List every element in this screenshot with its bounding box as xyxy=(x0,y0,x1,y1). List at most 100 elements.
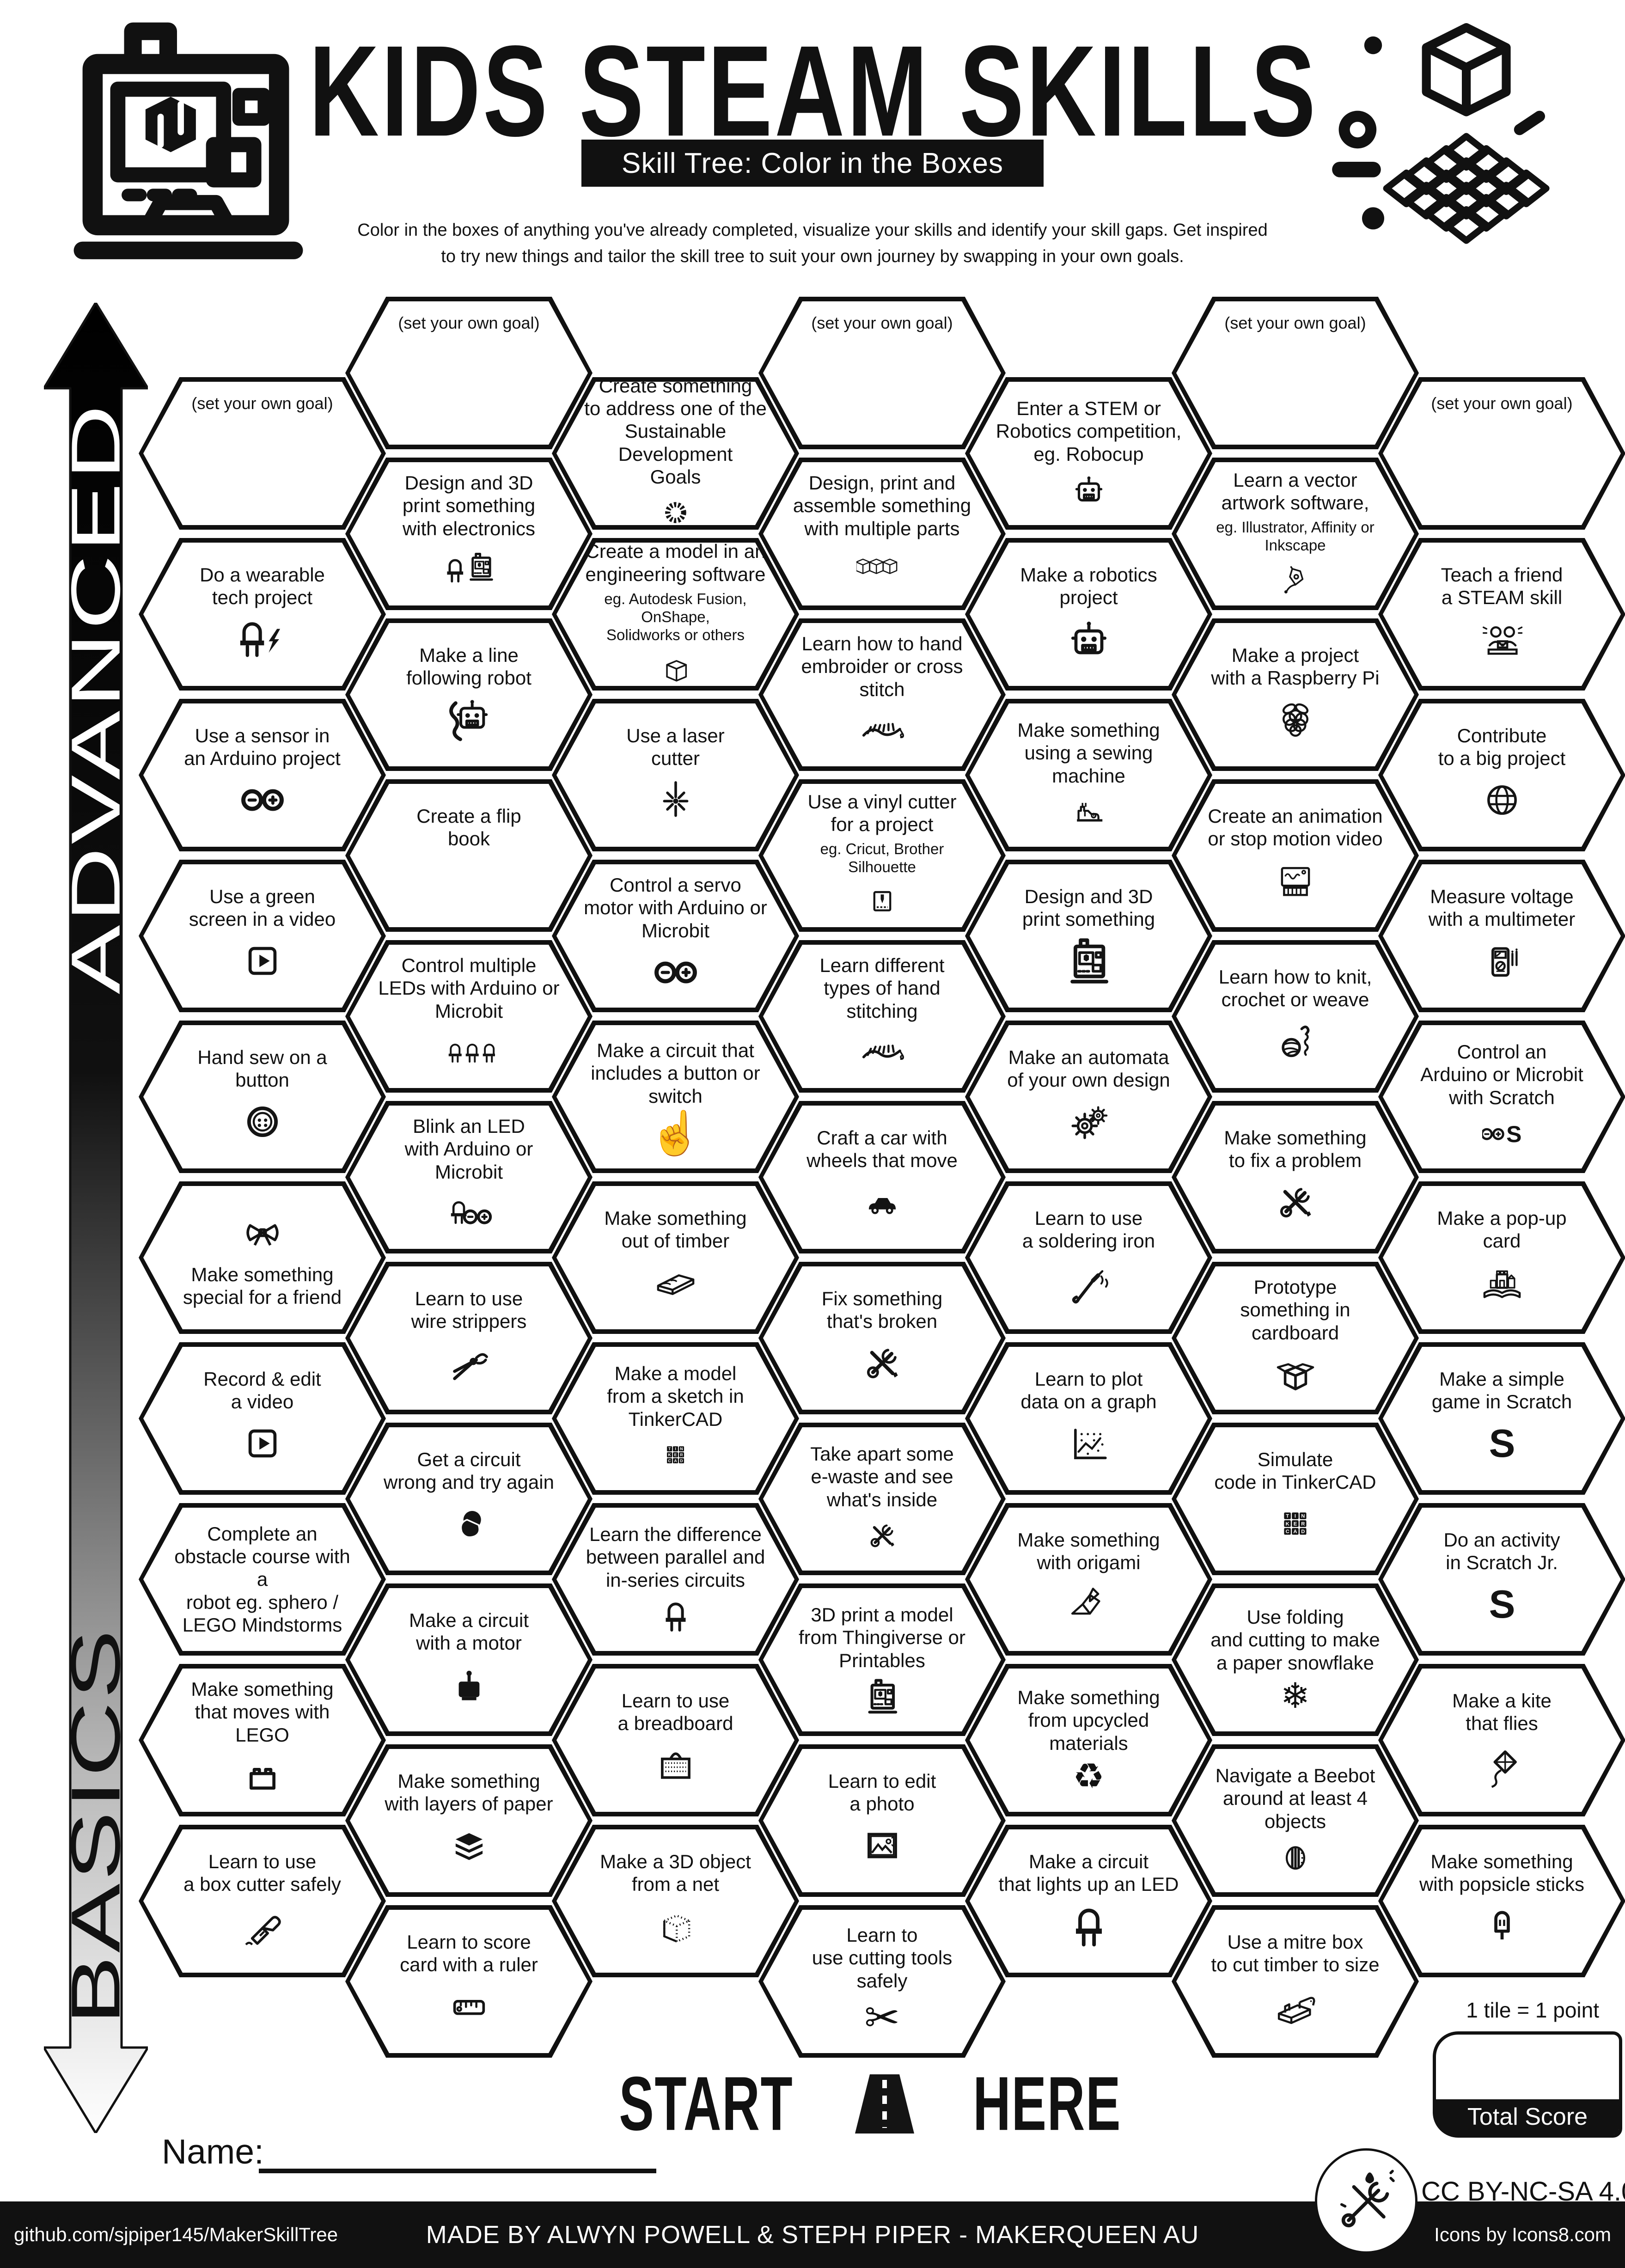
skill-tile[interactable]: Make something with layers of paper xyxy=(345,1744,593,1897)
skill-tile[interactable]: Make a simple game in Scratch xyxy=(1378,1342,1625,1495)
skill-label: Use a sensor in an Arduino project xyxy=(184,724,341,769)
skill-tile[interactable]: Make something special for a friend xyxy=(139,1181,386,1334)
printer-3d-icon xyxy=(73,22,303,259)
skill-tile[interactable]: Make a line following robot xyxy=(345,618,593,771)
footer-icons-credit[interactable]: Icons by Icons8.com xyxy=(1434,2224,1611,2245)
skill-tile[interactable]: Enter a STEM or Robotics competition, eg… xyxy=(965,377,1212,530)
skill-tile[interactable]: Make something that moves with LEGO xyxy=(139,1664,386,1816)
footer-repo-link[interactable]: github.com/sjpiper145/MakerSkillTree xyxy=(14,2224,338,2245)
skill-tile[interactable]: Learn how to hand embroider or cross sti… xyxy=(758,618,1006,771)
skill-tile[interactable]: Make a circuit that includes a button or… xyxy=(552,1021,799,1173)
skill-tile[interactable]: Learn to use a soldering iron xyxy=(965,1181,1212,1334)
skill-tile[interactable]: Get a circuit wrong and try again xyxy=(345,1423,593,1575)
skill-tile[interactable]: Learn to use a breadboard xyxy=(552,1664,799,1816)
button-icon xyxy=(235,1096,290,1148)
skill-tile[interactable]: Design and 3D print something with elect… xyxy=(345,458,593,610)
skill-label: Use a vinyl cutter for a project xyxy=(807,790,957,836)
skill-tile[interactable]: Prototype something in cardboard xyxy=(1172,1262,1419,1414)
skill-tile[interactable]: Hand sew on a button xyxy=(139,1021,386,1173)
skill-tile-goal[interactable]: (set your own goal) xyxy=(1172,297,1419,449)
skill-tile-goal[interactable]: (set your own goal) xyxy=(758,297,1006,449)
skill-tile-goal[interactable]: (set your own goal) xyxy=(345,297,593,449)
skill-tile[interactable]: Make something with popsicle sticks xyxy=(1378,1825,1625,1977)
hex-face: Make something with origami xyxy=(970,1508,1208,1651)
skill-tile[interactable]: Learn different types of hand stitching xyxy=(758,940,1006,1093)
skill-tile[interactable]: Learn to use a box cutter safely xyxy=(139,1825,386,1977)
name-input-line[interactable] xyxy=(259,2169,656,2173)
skill-tile[interactable]: Create an animation or stop motion video xyxy=(1172,779,1419,932)
skill-tile[interactable]: Make a 3D object from a net xyxy=(552,1825,799,1977)
skill-tile[interactable]: Learn the difference between parallel an… xyxy=(552,1503,799,1656)
page-title: KIDS STEAM SKILLS xyxy=(309,18,1318,163)
skill-tile[interactable]: 3D print a model from Thingiverse or Pri… xyxy=(758,1583,1006,1736)
skill-label: Blink an LED with Arduino or Microbit xyxy=(404,1115,533,1183)
kite-icon xyxy=(1475,1739,1529,1791)
skill-tile[interactable]: Contribute to a big project xyxy=(1378,699,1625,851)
skill-tile[interactable]: Make something from upcycled materials ♻ xyxy=(965,1664,1212,1816)
skill-tile[interactable]: Make something out of timber xyxy=(552,1181,799,1334)
skill-tile[interactable]: Make a robotics project xyxy=(965,538,1212,691)
skill-tile[interactable]: Create something to address one of the S… xyxy=(552,377,799,530)
skill-tile[interactable]: Blink an LED with Arduino or Microbit xyxy=(345,1101,593,1253)
sewing-icon xyxy=(1068,792,1110,831)
skill-tile[interactable]: Make a model from a sketch in TinkerCAD xyxy=(552,1342,799,1495)
skill-tile[interactable]: Make a project with a Raspberry Pi xyxy=(1172,618,1419,771)
skill-tile[interactable]: Make something using a sewing machine xyxy=(965,699,1212,851)
skill-tile[interactable]: Create a model in an engineering softwar… xyxy=(552,538,799,691)
skill-tile[interactable]: Design and 3D print something xyxy=(965,860,1212,1012)
skill-sublabel: eg. Illustrator, Affinity or Inkscape xyxy=(1216,519,1375,554)
skill-tile-goal[interactable]: (set your own goal) xyxy=(139,377,386,530)
skill-tile[interactable]: Make a kite that flies xyxy=(1378,1664,1625,1816)
skill-label: Simulate code in TinkerCAD xyxy=(1214,1448,1376,1493)
skill-tile[interactable]: Simulate code in TinkerCAD xyxy=(1172,1423,1419,1575)
skill-tile[interactable]: Create a flip book xyxy=(345,779,593,932)
skill-tile[interactable]: Take apart some e-waste and see what's i… xyxy=(758,1423,1006,1575)
skill-tile[interactable]: Record & edit a video xyxy=(139,1342,386,1495)
hex-face: Design and 3D print something with elect… xyxy=(350,462,588,605)
skill-tile[interactable]: Craft a car with wheels that move xyxy=(758,1101,1006,1253)
skill-tile[interactable]: Make a circuit that lights up an LED xyxy=(965,1825,1212,1977)
skill-tile[interactable]: Do a wearable tech project xyxy=(139,538,386,691)
skill-tile[interactable]: Learn to score card with a ruler xyxy=(345,1905,593,2058)
hex-face: Learn to use cutting tools safely ✂ xyxy=(763,1910,1001,2053)
skill-tile[interactable]: Make an automata of your own design xyxy=(965,1021,1212,1173)
skill-tile-goal[interactable]: (set your own goal) xyxy=(1378,377,1625,530)
hex-face: Make something from upcycled materials ♻ xyxy=(970,1669,1208,1812)
skill-tile[interactable]: Learn to use wire strippers xyxy=(345,1262,593,1414)
stitch-icon xyxy=(855,1027,910,1079)
skill-label: 3D print a model from Thingiverse or Pri… xyxy=(798,1604,966,1671)
skill-tile[interactable]: Control multiple LEDs with Arduino or Mi… xyxy=(345,940,593,1093)
skill-tile[interactable]: Learn a vector artwork software, eg. Illu… xyxy=(1172,458,1419,610)
skill-tile[interactable]: Fix something that's broken xyxy=(758,1262,1006,1414)
skill-tile[interactable]: Learn how to knit, crochet or weave xyxy=(1172,940,1419,1093)
skill-tile[interactable]: Learn to plot data on a graph xyxy=(965,1342,1212,1495)
skill-tile[interactable]: Use a mitre box to cut timber to size xyxy=(1172,1905,1419,2058)
skill-tile[interactable]: Learn to use cutting tools safely ✂ xyxy=(758,1905,1006,2058)
skill-label: Make a line following robot xyxy=(406,644,531,689)
skill-tile[interactable]: Make a circuit with a motor xyxy=(345,1583,593,1736)
skill-label: Learn to use a breadboard xyxy=(617,1689,733,1734)
skill-tile[interactable]: Do an activity in Scratch Jr. xyxy=(1378,1503,1625,1656)
skill-tile[interactable]: Design, print and assemble something wit… xyxy=(758,458,1006,610)
skill-tile[interactable]: Make something to fix a problem xyxy=(1172,1101,1419,1253)
skill-tile[interactable]: Learn to edit a photo xyxy=(758,1744,1006,1897)
hex-face: Control a servo motor with Arduino or Mi… xyxy=(556,864,794,1008)
skill-tile[interactable]: Use a sensor in an Arduino project xyxy=(139,699,386,851)
skill-tile[interactable]: Control an Arduino or Microbit with Scra… xyxy=(1378,1021,1625,1173)
skill-tile[interactable]: Control a servo motor with Arduino or Mi… xyxy=(552,860,799,1012)
skill-tile[interactable]: Complete an obstacle course with a robot… xyxy=(139,1503,386,1656)
skill-tile[interactable]: Use a vinyl cutter for a project eg. Cric… xyxy=(758,779,1006,932)
skill-label: Get a circuit wrong and try again xyxy=(384,1448,554,1493)
skill-tile[interactable]: Use a green screen in a video xyxy=(139,860,386,1012)
multimeter-icon xyxy=(1475,935,1529,987)
skill-tile[interactable]: Make something with origami xyxy=(965,1503,1212,1656)
skill-label: Make a simple game in Scratch xyxy=(1431,1368,1572,1412)
skill-tile[interactable]: Use a laser cutter xyxy=(552,699,799,851)
skill-tile[interactable]: Measure voltage with a multimeter xyxy=(1378,860,1625,1012)
total-score-box[interactable]: Total Score xyxy=(1433,2031,1622,2138)
skill-tile[interactable]: Use folding and cutting to make a paper … xyxy=(1172,1583,1419,1736)
skill-label: Make a circuit that includes a button or… xyxy=(591,1039,760,1107)
skill-tile[interactable]: Teach a friend a STEAM skill xyxy=(1378,538,1625,691)
skill-tile[interactable]: Navigate a Beebot around at least 4 obje… xyxy=(1172,1744,1419,1897)
skill-tile[interactable]: Make a pop-up card xyxy=(1378,1181,1625,1334)
